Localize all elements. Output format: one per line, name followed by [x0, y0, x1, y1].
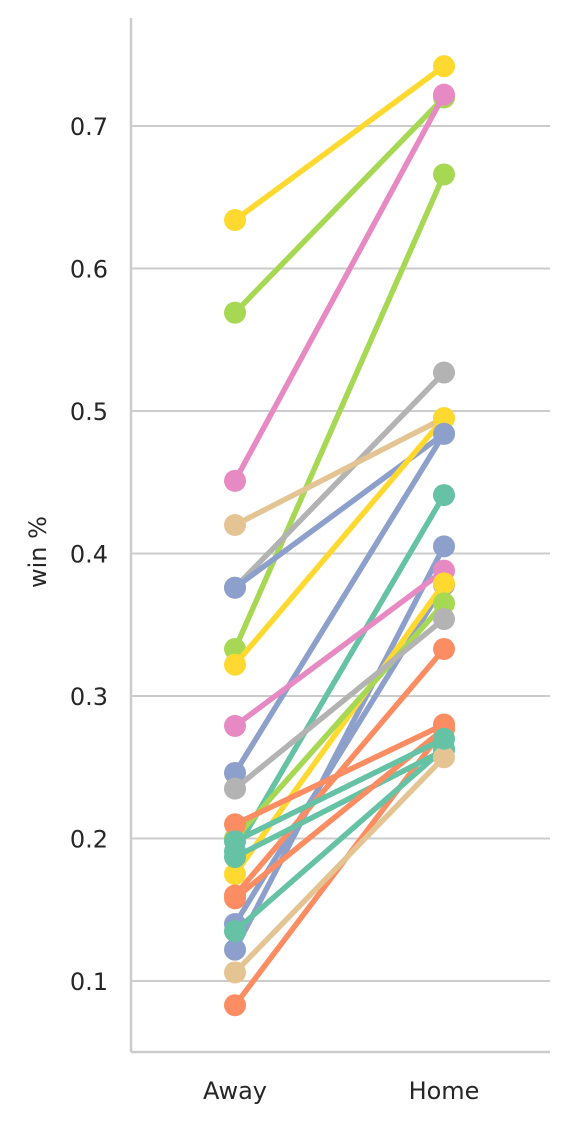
data-point — [224, 920, 246, 943]
series-line — [232, 94, 447, 316]
series-line — [232, 600, 447, 842]
data-point — [224, 777, 246, 800]
series — [224, 163, 455, 660]
y-tick-label: 0.7 — [70, 113, 108, 141]
series-line — [232, 721, 447, 827]
data-point — [224, 938, 246, 961]
series-line — [232, 745, 447, 934]
series — [224, 83, 455, 492]
x-tick-label: Away — [203, 1077, 267, 1105]
y-tick-label: 0.4 — [70, 541, 108, 569]
data-point — [433, 361, 455, 384]
series-line — [232, 747, 447, 860]
series-line — [232, 171, 447, 652]
data-point — [224, 863, 246, 886]
y-tick-label: 0.1 — [70, 968, 108, 996]
series — [224, 746, 455, 984]
series-line — [232, 63, 447, 223]
data-point — [224, 514, 246, 536]
data-point — [224, 301, 246, 324]
x-tick-labels: Away Home — [203, 1077, 479, 1105]
data-point — [433, 592, 455, 615]
y-axis-title: win % — [24, 516, 52, 588]
data-point — [224, 209, 246, 232]
series-line — [232, 616, 447, 792]
data-point — [224, 846, 246, 869]
series — [224, 407, 455, 676]
data-point — [224, 830, 246, 853]
data-point — [433, 83, 455, 106]
series-line — [232, 431, 447, 776]
data-point — [433, 608, 455, 631]
series-line — [232, 492, 447, 855]
series-line — [232, 567, 447, 729]
data-point — [433, 163, 455, 186]
series — [224, 608, 455, 800]
data-point — [433, 746, 455, 769]
y-tick-label: 0.2 — [70, 826, 108, 854]
series-line — [232, 415, 447, 668]
series — [224, 559, 455, 737]
data-point — [224, 961, 246, 984]
series-group — [224, 55, 455, 1017]
series-line — [232, 754, 447, 976]
x-tick-label: Home — [409, 1077, 480, 1105]
data-point — [433, 572, 455, 595]
series — [224, 422, 455, 784]
series-line — [232, 736, 447, 845]
data-point — [433, 637, 455, 660]
series — [224, 55, 455, 232]
series — [224, 727, 455, 853]
data-point — [224, 576, 246, 599]
data-point — [433, 727, 455, 750]
y-tick-label: 0.3 — [70, 683, 108, 711]
data-point — [224, 994, 246, 1017]
series-line — [232, 543, 447, 953]
data-point — [433, 484, 455, 507]
series — [224, 361, 455, 599]
series — [224, 535, 455, 961]
data-point — [224, 469, 246, 492]
y-tick-label: 0.6 — [70, 256, 108, 284]
data-point — [224, 761, 246, 784]
series-line — [232, 369, 447, 591]
series-line — [232, 91, 447, 484]
data-point — [224, 714, 246, 737]
gridlines — [131, 125, 550, 982]
y-tick-labels: 0.1 0.2 0.3 0.4 0.5 0.6 0.7 — [70, 113, 108, 996]
data-point — [224, 887, 246, 910]
series-line — [232, 415, 447, 528]
y-tick-label: 0.5 — [70, 398, 108, 426]
data-point — [224, 813, 246, 836]
data-point — [433, 55, 455, 78]
data-point — [433, 422, 455, 445]
data-point — [224, 653, 246, 676]
data-point — [433, 535, 455, 558]
data-point — [433, 407, 455, 430]
